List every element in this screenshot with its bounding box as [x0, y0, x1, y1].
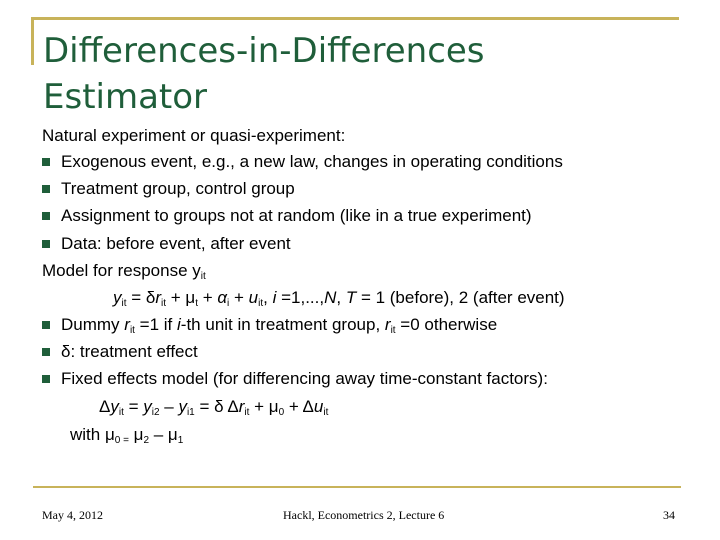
square-bullet-icon: [42, 158, 50, 166]
square-bullet-icon: [42, 185, 50, 193]
frame-left-rule: [31, 17, 34, 65]
square-bullet-icon: [42, 212, 50, 220]
model-intro-line: Model for response yit: [42, 261, 206, 282]
page-number: 34: [663, 508, 675, 522]
intro-line: Natural experiment or quasi-experiment:: [42, 126, 346, 145]
footer-rule: [33, 486, 681, 488]
bullet-item: Fixed effects model (for differencing aw…: [42, 367, 548, 391]
bullet-item: Exogenous event, e.g., a new law, change…: [42, 150, 563, 174]
bullet-item: Treatment group, control group: [42, 177, 295, 201]
slide-title-line-2: Estimator: [43, 77, 208, 117]
footer-title: Hackl, Econometrics 2, Lecture 6: [283, 508, 445, 522]
bullet-item: Dummy rit =1 if i-th unit in treatment g…: [42, 313, 497, 337]
square-bullet-icon: [42, 348, 50, 356]
square-bullet-icon: [42, 321, 50, 329]
square-bullet-icon: [42, 240, 50, 248]
model-equation: yit = δrit + μt + αi + uit, i =1,...,N, …: [113, 288, 565, 309]
footer-date: May 4, 2012: [42, 508, 103, 522]
bullet-item: δ: treatment effect: [42, 340, 198, 364]
mu-definition: with μ0 = μ2 – μ1: [70, 425, 184, 446]
slide-title: Differences-in-Differences Estimator: [43, 28, 683, 120]
bullet-item: Data: before event, after event: [42, 232, 291, 256]
slide-title-line-1: Differences-in-Differences: [43, 31, 485, 71]
difference-equation: Δyit = yi2 – yi1 = δ Δrit + μ0 + Δuit: [99, 397, 329, 418]
frame-top-rule: [31, 17, 679, 20]
square-bullet-icon: [42, 375, 50, 383]
bullet-item: Assignment to groups not at random (like…: [42, 204, 532, 228]
